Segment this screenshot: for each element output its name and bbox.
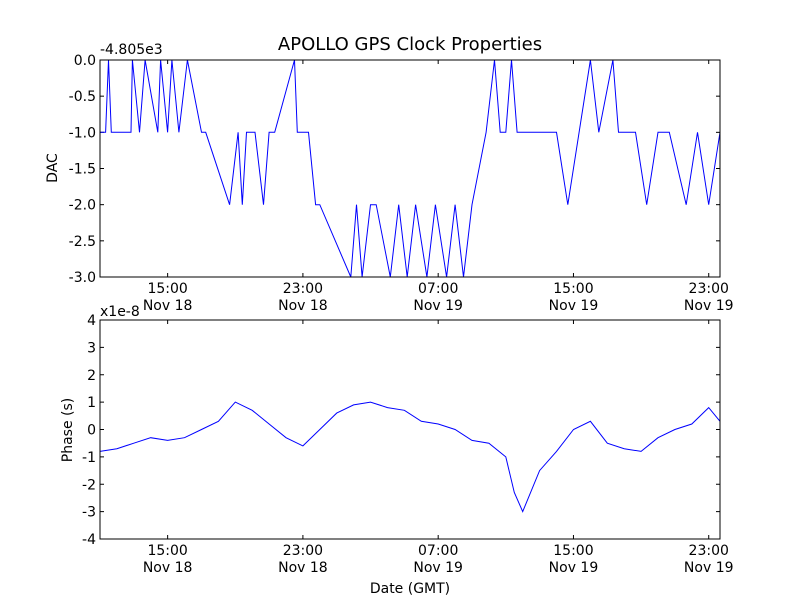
dac-y-tick-label: 0.0: [74, 53, 96, 69]
phase-x-tick-date: Nov 19: [684, 560, 734, 576]
phase-x-tick-time: 23:00: [689, 543, 729, 559]
dac-y-tick-label: -2.5: [69, 234, 96, 250]
phase-x-tick-date: Nov 18: [278, 560, 328, 576]
phase-x-tick-time: 07:00: [418, 543, 458, 559]
dac-y-tick-label: -1.0: [69, 125, 96, 141]
dac-y-tick-label: -1.5: [69, 162, 96, 178]
phase-plot-area: [100, 320, 720, 539]
dac-plot-frame: [99, 59, 721, 278]
chart-title: APOLLO GPS Clock Properties: [278, 34, 542, 55]
phase-y-tick-label: 3: [87, 340, 96, 356]
dac-x-tick-date: Nov 19: [413, 298, 463, 314]
dac-x-tick-date: Nov 18: [278, 298, 328, 314]
phase-x-tick-time: 23:00: [283, 543, 323, 559]
phase-series-line: [99, 401, 721, 513]
phase-y-axis-label: Phase (s): [60, 398, 76, 462]
phase-y-tick-label: -1: [82, 450, 96, 466]
phase-y-tick-label: 2: [87, 368, 96, 384]
phase-x-tick-time: 15:00: [147, 543, 187, 559]
dac-x-tick-time: 23:00: [283, 281, 323, 297]
phase-y-tick-label: -4: [82, 532, 96, 548]
dac-x-tick-time: 15:00: [147, 281, 187, 297]
dac-x-tick-time: 07:00: [418, 281, 458, 297]
dac-x-tick-time: 15:00: [553, 281, 593, 297]
phase-y-tick-label: 4: [87, 313, 96, 329]
phase-x-tick-date: Nov 19: [413, 560, 463, 576]
phase-x-tick-time: 15:00: [553, 543, 593, 559]
phase-x-tick-date: Nov 18: [143, 560, 193, 576]
dac-x-tick-date: Nov 19: [684, 298, 734, 314]
phase-y-tick-label: -3: [82, 505, 96, 521]
dac-offset-label: -4.805e3: [100, 42, 163, 58]
phase-x-axis-label: Date (GMT): [370, 581, 450, 597]
dac-x-tick-date: Nov 19: [549, 298, 599, 314]
dac-x-tick-date: Nov 18: [143, 298, 193, 314]
phase-y-tick-label: 1: [87, 395, 96, 411]
phase-offset-label: x1e-8: [100, 304, 140, 320]
phase-plot-frame: [99, 319, 721, 540]
dac-y-tick-label: -3.0: [69, 270, 96, 286]
dac-y-tick-label: -0.5: [69, 89, 96, 105]
phase-y-tick-label: 0: [87, 423, 96, 439]
dac-y-tick-label: -2.0: [69, 198, 96, 214]
dac-plot-area: [100, 60, 720, 277]
phase-x-tick-date: Nov 19: [549, 560, 599, 576]
dac-y-axis-label: DAC: [45, 153, 61, 183]
dac-x-tick-time: 23:00: [689, 281, 729, 297]
phase-y-tick-label: -2: [82, 477, 96, 493]
